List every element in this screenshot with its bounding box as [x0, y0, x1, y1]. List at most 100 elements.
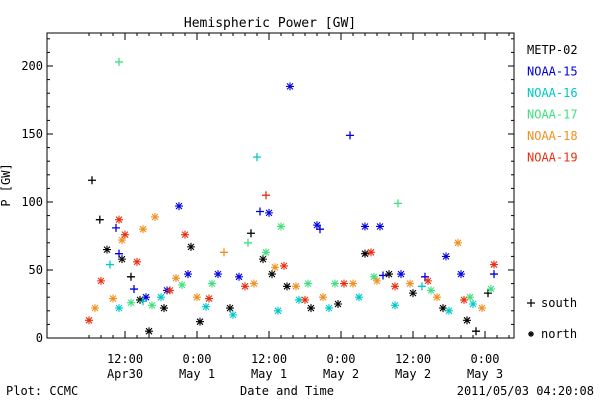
- data-point-north: [121, 230, 129, 239]
- data-point-south: [244, 238, 252, 247]
- data-point-north: [214, 270, 222, 279]
- data-point-south: [262, 191, 270, 200]
- data-point-north: [181, 230, 189, 239]
- x-tick-label-time: 0:00: [471, 352, 500, 366]
- data-point-north: [139, 225, 147, 234]
- data-point-north: [277, 222, 285, 231]
- data-point-north: [193, 293, 201, 302]
- data-point-north: [196, 317, 204, 326]
- data-point-north: [361, 249, 369, 258]
- data-point-south: [95, 215, 104, 224]
- data-point-north: [262, 248, 270, 257]
- data-point-south: [346, 131, 354, 140]
- data-point-north: [145, 327, 153, 336]
- x-axis-label: Date and Time: [240, 384, 334, 398]
- data-point-south: [106, 260, 114, 269]
- legend-marker-label: south: [541, 296, 577, 310]
- data-point-north: [208, 279, 216, 288]
- data-point-north: [325, 304, 333, 313]
- data-point-north: [172, 274, 180, 283]
- data-point-north: [235, 272, 243, 281]
- data-point-north: [85, 316, 93, 325]
- data-point-north: [280, 261, 288, 270]
- y-tick-label: 150: [21, 127, 43, 141]
- data-point-north: [409, 289, 417, 298]
- data-point-north: [442, 252, 450, 261]
- data-point-north: [271, 263, 279, 272]
- data-point-north: [259, 255, 267, 264]
- data-point-north: [487, 285, 495, 294]
- x-tick-label-time: 12:00: [395, 352, 431, 366]
- x-tick-label-time: 12:00: [107, 352, 143, 366]
- data-point-north: [301, 295, 309, 304]
- y-tick-label: 200: [21, 59, 43, 73]
- data-point-north: [109, 294, 117, 303]
- data-point-south: [247, 229, 255, 238]
- data-point-north: [241, 282, 249, 291]
- x-tick-label-date: May 3: [467, 367, 503, 381]
- data-point-north: [133, 257, 141, 266]
- data-point-south: [484, 289, 492, 298]
- legend-south-marker: [527, 299, 535, 307]
- data-point-north: [376, 222, 384, 231]
- x-tick-label-time: 0:00: [327, 352, 356, 366]
- data-point-south: [472, 327, 480, 336]
- x-tick-label-date: May 1: [251, 367, 287, 381]
- data-point-north: [331, 279, 339, 288]
- data-point-north: [136, 295, 144, 304]
- data-point-north: [490, 260, 498, 269]
- data-point-north: [313, 221, 321, 230]
- data-point-north: [115, 215, 123, 224]
- data-point-south: [253, 153, 261, 162]
- data-point-north: [292, 282, 300, 291]
- data-point-north: [460, 295, 468, 304]
- data-point-north: [361, 222, 369, 231]
- data-point-south: [421, 272, 429, 281]
- data-point-north: [463, 316, 471, 325]
- data-point-north: [91, 304, 99, 313]
- data-point-north: [427, 286, 435, 295]
- data-point-north: [187, 242, 195, 251]
- data-point-north: [445, 306, 453, 315]
- data-point-south: [130, 285, 138, 294]
- legend-series-label: METP-02: [527, 43, 578, 57]
- chart-title: Hemispheric Power [GW]: [184, 16, 356, 31]
- data-point-north: [157, 293, 165, 302]
- data-point-north: [250, 279, 258, 288]
- data-point-north: [118, 255, 126, 264]
- data-point-north: [349, 279, 357, 288]
- data-point-north: [307, 304, 315, 313]
- data-point-north: [160, 304, 168, 313]
- y-tick-label: 100: [21, 195, 43, 209]
- data-point-north: [127, 298, 135, 307]
- x-tick-label-date: May 2: [323, 367, 359, 381]
- x-tick-label-date: May 2: [395, 367, 431, 381]
- plot-source-label: Plot: CCMC: [6, 384, 78, 398]
- data-point-north: [478, 304, 486, 313]
- data-point-north: [229, 310, 237, 319]
- data-point-south: [139, 297, 147, 306]
- data-point-south: [112, 223, 120, 232]
- data-point-south: [88, 176, 96, 185]
- data-point-north: [373, 276, 381, 285]
- y-axis-label: P [GW]: [0, 163, 13, 206]
- data-point-south: [490, 270, 498, 279]
- data-point-north: [439, 304, 447, 313]
- data-point-north: [319, 293, 327, 302]
- data-point-north: [115, 304, 123, 313]
- data-point-south: [127, 272, 135, 281]
- data-point-north: [457, 270, 465, 279]
- data-point-north: [385, 270, 393, 279]
- data-point-north: [370, 272, 378, 281]
- data-point-north: [202, 302, 210, 311]
- data-point-north: [367, 248, 375, 257]
- data-point-north: [397, 270, 405, 279]
- data-point-north: [391, 301, 399, 310]
- data-point-north: [286, 82, 294, 91]
- legend-series-label: NOAA-18: [527, 129, 578, 143]
- data-point-north: [469, 300, 477, 308]
- data-point-north: [334, 300, 342, 308]
- legend-series-label: NOAA-17: [527, 108, 578, 122]
- x-tick-label-time: 0:00: [183, 352, 212, 366]
